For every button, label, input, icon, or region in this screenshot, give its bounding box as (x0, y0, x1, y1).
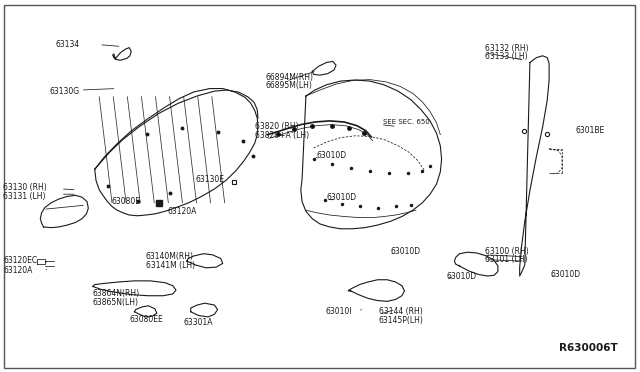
Text: 63100 (RH): 63100 (RH) (485, 247, 529, 256)
Text: 63120A: 63120A (3, 266, 33, 275)
Text: 66894M(RH): 66894M(RH) (266, 73, 314, 81)
Text: 63010D: 63010D (317, 151, 347, 160)
Text: 63864N(RH): 63864N(RH) (93, 289, 140, 298)
Text: 63010D: 63010D (550, 270, 580, 279)
Text: 63080EE: 63080EE (129, 315, 163, 324)
Text: 63120A: 63120A (168, 207, 197, 216)
Text: SEE SEC. 650: SEE SEC. 650 (383, 119, 429, 125)
Text: 63130E: 63130E (195, 175, 224, 184)
Text: 63010D: 63010D (390, 247, 420, 256)
Text: 63141M (LH): 63141M (LH) (146, 261, 195, 270)
Text: 63130 (RH): 63130 (RH) (3, 183, 47, 192)
Text: 63131 (LH): 63131 (LH) (3, 192, 45, 201)
Text: 66895M(LH): 66895M(LH) (266, 81, 312, 90)
Text: 63120EC: 63120EC (3, 256, 37, 265)
Text: 63133 (LH): 63133 (LH) (485, 52, 528, 61)
Text: 63130G: 63130G (50, 87, 80, 96)
Text: 63010D: 63010D (326, 193, 356, 202)
Text: 63010I: 63010I (326, 307, 353, 316)
Text: 63101 (LH): 63101 (LH) (485, 255, 527, 264)
Text: 63132 (RH): 63132 (RH) (485, 44, 529, 53)
Text: 6301BE: 6301BE (576, 126, 605, 135)
Text: 63865N(LH): 63865N(LH) (93, 298, 139, 307)
Text: 63010D: 63010D (447, 272, 477, 280)
Text: 63301A: 63301A (184, 318, 213, 327)
Text: 63134: 63134 (56, 40, 80, 49)
Text: 63080E: 63080E (112, 197, 141, 206)
Text: 63820+A (LH): 63820+A (LH) (255, 131, 309, 140)
Text: 63140M(RH): 63140M(RH) (146, 252, 194, 261)
Text: 63145P(LH): 63145P(LH) (379, 316, 424, 325)
Text: 63820 (RH): 63820 (RH) (255, 122, 298, 131)
Text: R630006T: R630006T (559, 343, 618, 353)
Text: 63144 (RH): 63144 (RH) (379, 307, 422, 316)
